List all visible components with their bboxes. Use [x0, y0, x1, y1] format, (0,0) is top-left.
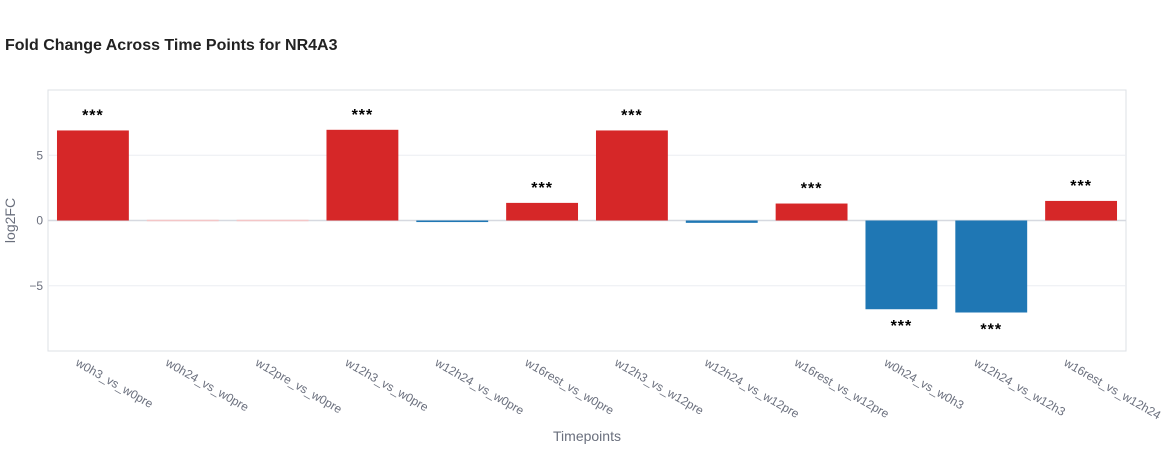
x-tick-label: w16rest_vs_w0pre — [522, 355, 617, 418]
x-tick-label: w0h24_vs_w0pre — [162, 355, 251, 414]
chart-title: Fold Change Across Time Points for NR4A3 — [5, 37, 338, 54]
x-tick-label: w16rest_vs_w12h24 — [1061, 355, 1161, 422]
bar — [416, 220, 489, 223]
x-tick-label: w16rest_vs_w12pre — [791, 355, 892, 421]
x-tick-label: w0h24_vs_w0h3 — [881, 355, 967, 412]
x-tick-label: w12h24_vs_w12h3 — [971, 355, 1068, 419]
bar — [685, 220, 758, 223]
significance-label: *** — [980, 322, 1002, 339]
y-axis-ticks: −5 0 5 — [29, 148, 43, 293]
x-tick-label: w12h24_vs_w12pre — [701, 355, 802, 421]
x-tick-label: w0h3_vs_w0pre — [73, 355, 156, 411]
y-tick-label: 0 — [36, 214, 43, 228]
gridlines — [48, 154, 1126, 287]
y-tick-label: −5 — [29, 279, 43, 293]
significance-label: *** — [801, 181, 823, 198]
bar — [326, 129, 399, 221]
significance-label: *** — [891, 318, 913, 335]
bar — [955, 220, 1028, 313]
bars — [56, 129, 1118, 313]
significance-label: *** — [82, 107, 104, 124]
x-tick-label: w12h3_vs_w12pre — [612, 355, 707, 418]
y-tick-label: 5 — [36, 148, 43, 162]
bar — [775, 203, 848, 221]
x-tick-label: w12h24_vs_w0pre — [432, 355, 527, 418]
bar — [56, 130, 129, 221]
bar — [595, 130, 668, 221]
bar — [146, 219, 219, 222]
significance-label: *** — [1070, 178, 1092, 195]
y-axis-title: log2FC — [2, 198, 18, 243]
bar — [236, 219, 309, 222]
significance-label: *** — [621, 107, 643, 124]
significance-label: *** — [352, 107, 374, 124]
x-axis-ticks: w0h3_vs_w0pre w0h24_vs_w0pre w12pre_vs_w0p… — [73, 355, 1161, 422]
bar — [506, 202, 579, 221]
x-axis-title: Timepoints — [553, 428, 621, 444]
x-tick-label: w12h3_vs_w0pre — [342, 355, 431, 414]
bar — [1045, 200, 1118, 221]
x-tick-label: w12pre_vs_w0pre — [252, 355, 344, 416]
bar — [865, 220, 938, 310]
significance-markers: *** *** *** *** *** *** *** *** — [82, 107, 1092, 339]
significance-label: *** — [531, 180, 553, 197]
